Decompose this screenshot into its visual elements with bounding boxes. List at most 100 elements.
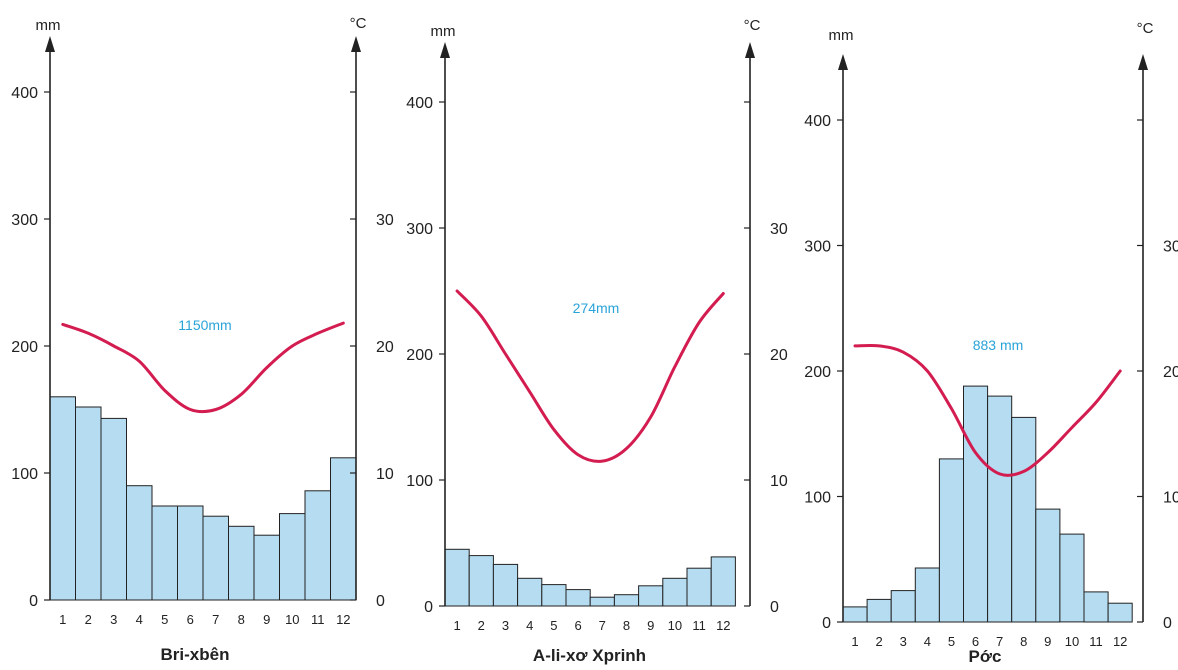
chart-3-month-2: 2 bbox=[875, 634, 882, 649]
chart-3-total-precip: 883 mm bbox=[973, 337, 1024, 353]
chart-2-precip-bar-10 bbox=[662, 577, 688, 607]
chart-1-month-12: 12 bbox=[336, 612, 350, 627]
chart-2-month-6: 6 bbox=[574, 618, 581, 633]
chart-1-precip-bar-1 bbox=[49, 396, 76, 601]
chart-1-temp-tick-0: 0 bbox=[376, 593, 385, 610]
chart-1-left-axis-arrow bbox=[45, 36, 55, 52]
chart-2-precip-tick-3: 300 bbox=[406, 221, 433, 238]
chart-2-precip-bar-6 bbox=[565, 589, 591, 607]
chart-1-precip-tick-0: 0 bbox=[29, 593, 38, 610]
chart-3-temp-tick-0: 0 bbox=[1163, 615, 1172, 632]
chart-3-precip-bar-9 bbox=[1035, 508, 1061, 623]
chart-2-precip-bar-8 bbox=[613, 594, 640, 607]
chart-2-temp-unit: °C bbox=[744, 17, 761, 34]
chart-3-precip-bar-10 bbox=[1059, 533, 1085, 623]
chart-2-month-10: 10 bbox=[668, 618, 682, 633]
chart-3-month-9: 9 bbox=[1044, 634, 1051, 649]
chart-1-precip-bar-12 bbox=[330, 457, 357, 601]
chart-3-right-axis-arrow bbox=[1138, 54, 1148, 70]
chart-2-precip-bar-5 bbox=[541, 584, 567, 607]
chart-2-precip-bar-2 bbox=[468, 555, 494, 607]
chart-2-month-1: 1 bbox=[453, 618, 460, 633]
chart-3-precip-bar-7 bbox=[987, 395, 1013, 623]
chart-2-month-8: 8 bbox=[623, 618, 630, 633]
chart-1-precip-bar-9 bbox=[253, 534, 280, 601]
chart-1-month-3: 3 bbox=[110, 612, 117, 627]
chart-3-month-12: 12 bbox=[1113, 634, 1127, 649]
chart-2-month-3: 3 bbox=[502, 618, 509, 633]
chart-1-precip-tick-4: 400 bbox=[11, 85, 38, 102]
chart-1-month-7: 7 bbox=[212, 612, 219, 627]
chart-3-month-4: 4 bbox=[924, 634, 931, 649]
chart-3-month-7: 7 bbox=[996, 634, 1003, 649]
chart-1-precip-tick-3: 300 bbox=[11, 212, 38, 229]
chart-2-right-axis-arrow bbox=[745, 42, 755, 58]
chart-1-total-precip: 1150mm bbox=[178, 317, 231, 333]
chart-2-total-precip: 274mm bbox=[573, 300, 620, 316]
chart-3-month-5: 5 bbox=[948, 634, 955, 649]
chart-3-temp-tick-3: 30 bbox=[1163, 239, 1178, 256]
chart-2-station-name: A-li-xơ Xprinh bbox=[533, 646, 646, 665]
chart-1-month-11: 11 bbox=[311, 612, 325, 627]
chart-3-precip-tick-4: 400 bbox=[804, 113, 831, 130]
chart-1-month-8: 8 bbox=[238, 612, 245, 627]
chart-3-temperature-line bbox=[853, 343, 1122, 477]
chart-3-precip-bar-5 bbox=[938, 458, 965, 623]
chart-1-precip-bar-2 bbox=[75, 406, 102, 601]
chart-2-precip-unit: mm bbox=[431, 23, 456, 40]
chart-2-precip-bar-12 bbox=[710, 556, 736, 607]
chart-1-month-5: 5 bbox=[161, 612, 168, 627]
chart-3-temp-tick-2: 20 bbox=[1163, 364, 1178, 381]
chart-2-precip-bar-7 bbox=[589, 596, 615, 607]
chart-1-month-9: 9 bbox=[263, 612, 270, 627]
chart-1-month-1: 1 bbox=[59, 612, 66, 627]
chart-3-month-10: 10 bbox=[1065, 634, 1079, 649]
chart-1-temp-tick-1: 10 bbox=[376, 466, 394, 483]
chart-2-temp-tick-1: 10 bbox=[770, 473, 788, 490]
chart-2-precip-bar-9 bbox=[638, 585, 664, 607]
chart-3-station-name: Pớc bbox=[969, 647, 1002, 666]
chart-1-precip-bar-8 bbox=[228, 525, 255, 601]
chart-3-temp-tick-1: 10 bbox=[1163, 490, 1178, 507]
chart-2-precip-bar-4 bbox=[517, 577, 543, 607]
chart-3-precip-bar-1 bbox=[842, 606, 868, 623]
chart-2-month-12: 12 bbox=[716, 618, 730, 633]
chart-2-temperature-line bbox=[455, 289, 725, 463]
chart-3-left-axis-arrow bbox=[838, 54, 848, 70]
chart-2-precip-bar-3 bbox=[492, 563, 519, 607]
chart-2-temp-tick-0: 0 bbox=[770, 599, 779, 616]
chart-1-precip-bar-7 bbox=[202, 515, 229, 601]
chart-1-temp-unit: °C bbox=[350, 15, 367, 32]
chart-2-month-5: 5 bbox=[550, 618, 557, 633]
chart-3-month-11: 11 bbox=[1089, 634, 1103, 649]
chart-3-precip-tick-1: 100 bbox=[804, 490, 831, 507]
chart-1-precip-bar-3 bbox=[100, 417, 127, 601]
chart-3-precip-bar-8 bbox=[1011, 416, 1037, 623]
chart-1-precip-bar-4 bbox=[126, 485, 153, 601]
chart-2-precip-tick-0: 0 bbox=[424, 599, 433, 616]
chart-2-precip-tick-2: 200 bbox=[406, 347, 433, 364]
chart-3-precip-tick-2: 200 bbox=[804, 364, 831, 381]
chart-2-precip-bar-1 bbox=[444, 548, 470, 607]
chart-2-month-9: 9 bbox=[647, 618, 654, 633]
chart-2-temp-tick-3: 30 bbox=[770, 221, 788, 238]
chart-2-month-7: 7 bbox=[599, 618, 606, 633]
chart-3-precip-bar-3 bbox=[890, 590, 916, 623]
chart-1-temperature-line bbox=[61, 321, 345, 414]
chart-1-month-6: 6 bbox=[187, 612, 194, 627]
chart-3-precip-bar-4 bbox=[914, 567, 940, 623]
chart-1-temp-tick-3: 30 bbox=[376, 212, 394, 229]
chart-3-month-8: 8 bbox=[1020, 634, 1027, 649]
chart-2-temp-tick-2: 20 bbox=[770, 347, 788, 364]
chart-1-month-2: 2 bbox=[85, 612, 92, 627]
chart-2-left-axis-arrow bbox=[440, 42, 450, 58]
chart-3-precip-tick-3: 300 bbox=[804, 239, 831, 256]
chart-3-precip-tick-0: 0 bbox=[822, 615, 831, 632]
chart-3-month-3: 3 bbox=[900, 634, 907, 649]
chart-3-precip-unit: mm bbox=[829, 27, 854, 44]
chart-2-precip-tick-4: 400 bbox=[406, 95, 433, 112]
chart-1-precip-bar-11 bbox=[304, 490, 331, 601]
chart-1-station-name: Bri-xbên bbox=[161, 645, 230, 664]
chart-1-precip-tick-2: 200 bbox=[11, 339, 38, 356]
